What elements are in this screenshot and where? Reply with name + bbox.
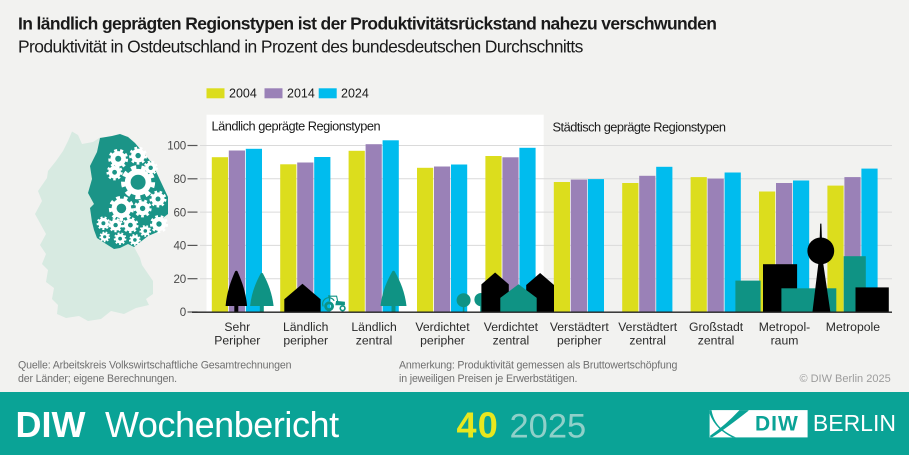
svg-text:peripher: peripher <box>420 334 465 348</box>
svg-text:peripher: peripher <box>283 334 328 348</box>
svg-text:© DIW Berlin 2025: © DIW Berlin 2025 <box>799 373 890 385</box>
svg-text:Verstädtert: Verstädtert <box>550 320 610 334</box>
svg-text:Verstädtert: Verstädtert <box>618 320 678 334</box>
svg-text:60: 60 <box>174 206 187 219</box>
svg-text:40: 40 <box>174 240 187 253</box>
svg-text:Sehr: Sehr <box>224 320 250 334</box>
svg-text:Ländlich: Ländlich <box>351 320 396 334</box>
svg-text:Verdichtet: Verdichtet <box>484 320 539 334</box>
svg-text:80: 80 <box>174 173 187 186</box>
svg-text:100: 100 <box>167 140 186 153</box>
svg-text:Ländlich: Ländlich <box>283 320 328 334</box>
svg-text:2004: 2004 <box>229 87 257 101</box>
svg-text:peripher: peripher <box>557 334 602 348</box>
svg-text:0: 0 <box>180 306 186 319</box>
svg-text:Anmerkung: Produktivität gemes: Anmerkung: Produktivität gemessen als Br… <box>399 360 677 372</box>
svg-text:zentral: zentral <box>698 334 735 348</box>
svg-text:Verdichtet: Verdichtet <box>415 320 470 334</box>
svg-text:zentral: zentral <box>493 334 530 348</box>
svg-text:20: 20 <box>174 273 187 286</box>
svg-text:BERLIN: BERLIN <box>813 410 896 436</box>
svg-text:Großstadt: Großstadt <box>689 320 744 334</box>
svg-text:2024: 2024 <box>341 87 369 101</box>
svg-text:Metropole: Metropole <box>826 320 880 334</box>
svg-text:Ländlich geprägte Regionstypen: Ländlich geprägte Regionstypen <box>212 118 381 133</box>
svg-text:der Länder; eigene Berechnunge: der Länder; eigene Berechnungen. <box>18 373 177 385</box>
svg-text:2014: 2014 <box>287 87 315 101</box>
svg-text:Produktivität in Ostdeutschlan: Produktivität in Ostdeutschland in Proze… <box>18 36 584 56</box>
svg-text:Quelle: Arbeitskreis Volkswirt: Quelle: Arbeitskreis Volkswirtschaftlich… <box>18 360 292 372</box>
svg-text:Städtisch geprägte Regionstype: Städtisch geprägte Regionstypen <box>553 119 726 134</box>
svg-text:Wochenbericht: Wochenbericht <box>105 404 339 445</box>
svg-text:Peripher: Peripher <box>214 334 260 348</box>
svg-text:DIW: DIW <box>16 404 86 445</box>
svg-text:zentral: zentral <box>356 334 393 348</box>
svg-text:Metropol-: Metropol- <box>759 320 810 334</box>
svg-text:DIW: DIW <box>755 413 799 436</box>
svg-text:zentral: zentral <box>629 334 666 348</box>
svg-text:in jeweiligen Preisen je Erwer: in jeweiligen Preisen je Erwerbstätigen. <box>399 373 577 385</box>
svg-text:2025: 2025 <box>510 408 587 446</box>
svg-text:raum: raum <box>771 334 799 348</box>
svg-text:40: 40 <box>457 405 499 446</box>
svg-text:In ländlich geprägten Regionst: In ländlich geprägten Regionstypen ist d… <box>18 14 716 34</box>
